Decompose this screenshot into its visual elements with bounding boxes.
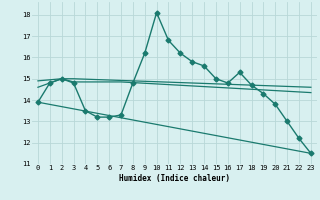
X-axis label: Humidex (Indice chaleur): Humidex (Indice chaleur) bbox=[119, 174, 230, 183]
